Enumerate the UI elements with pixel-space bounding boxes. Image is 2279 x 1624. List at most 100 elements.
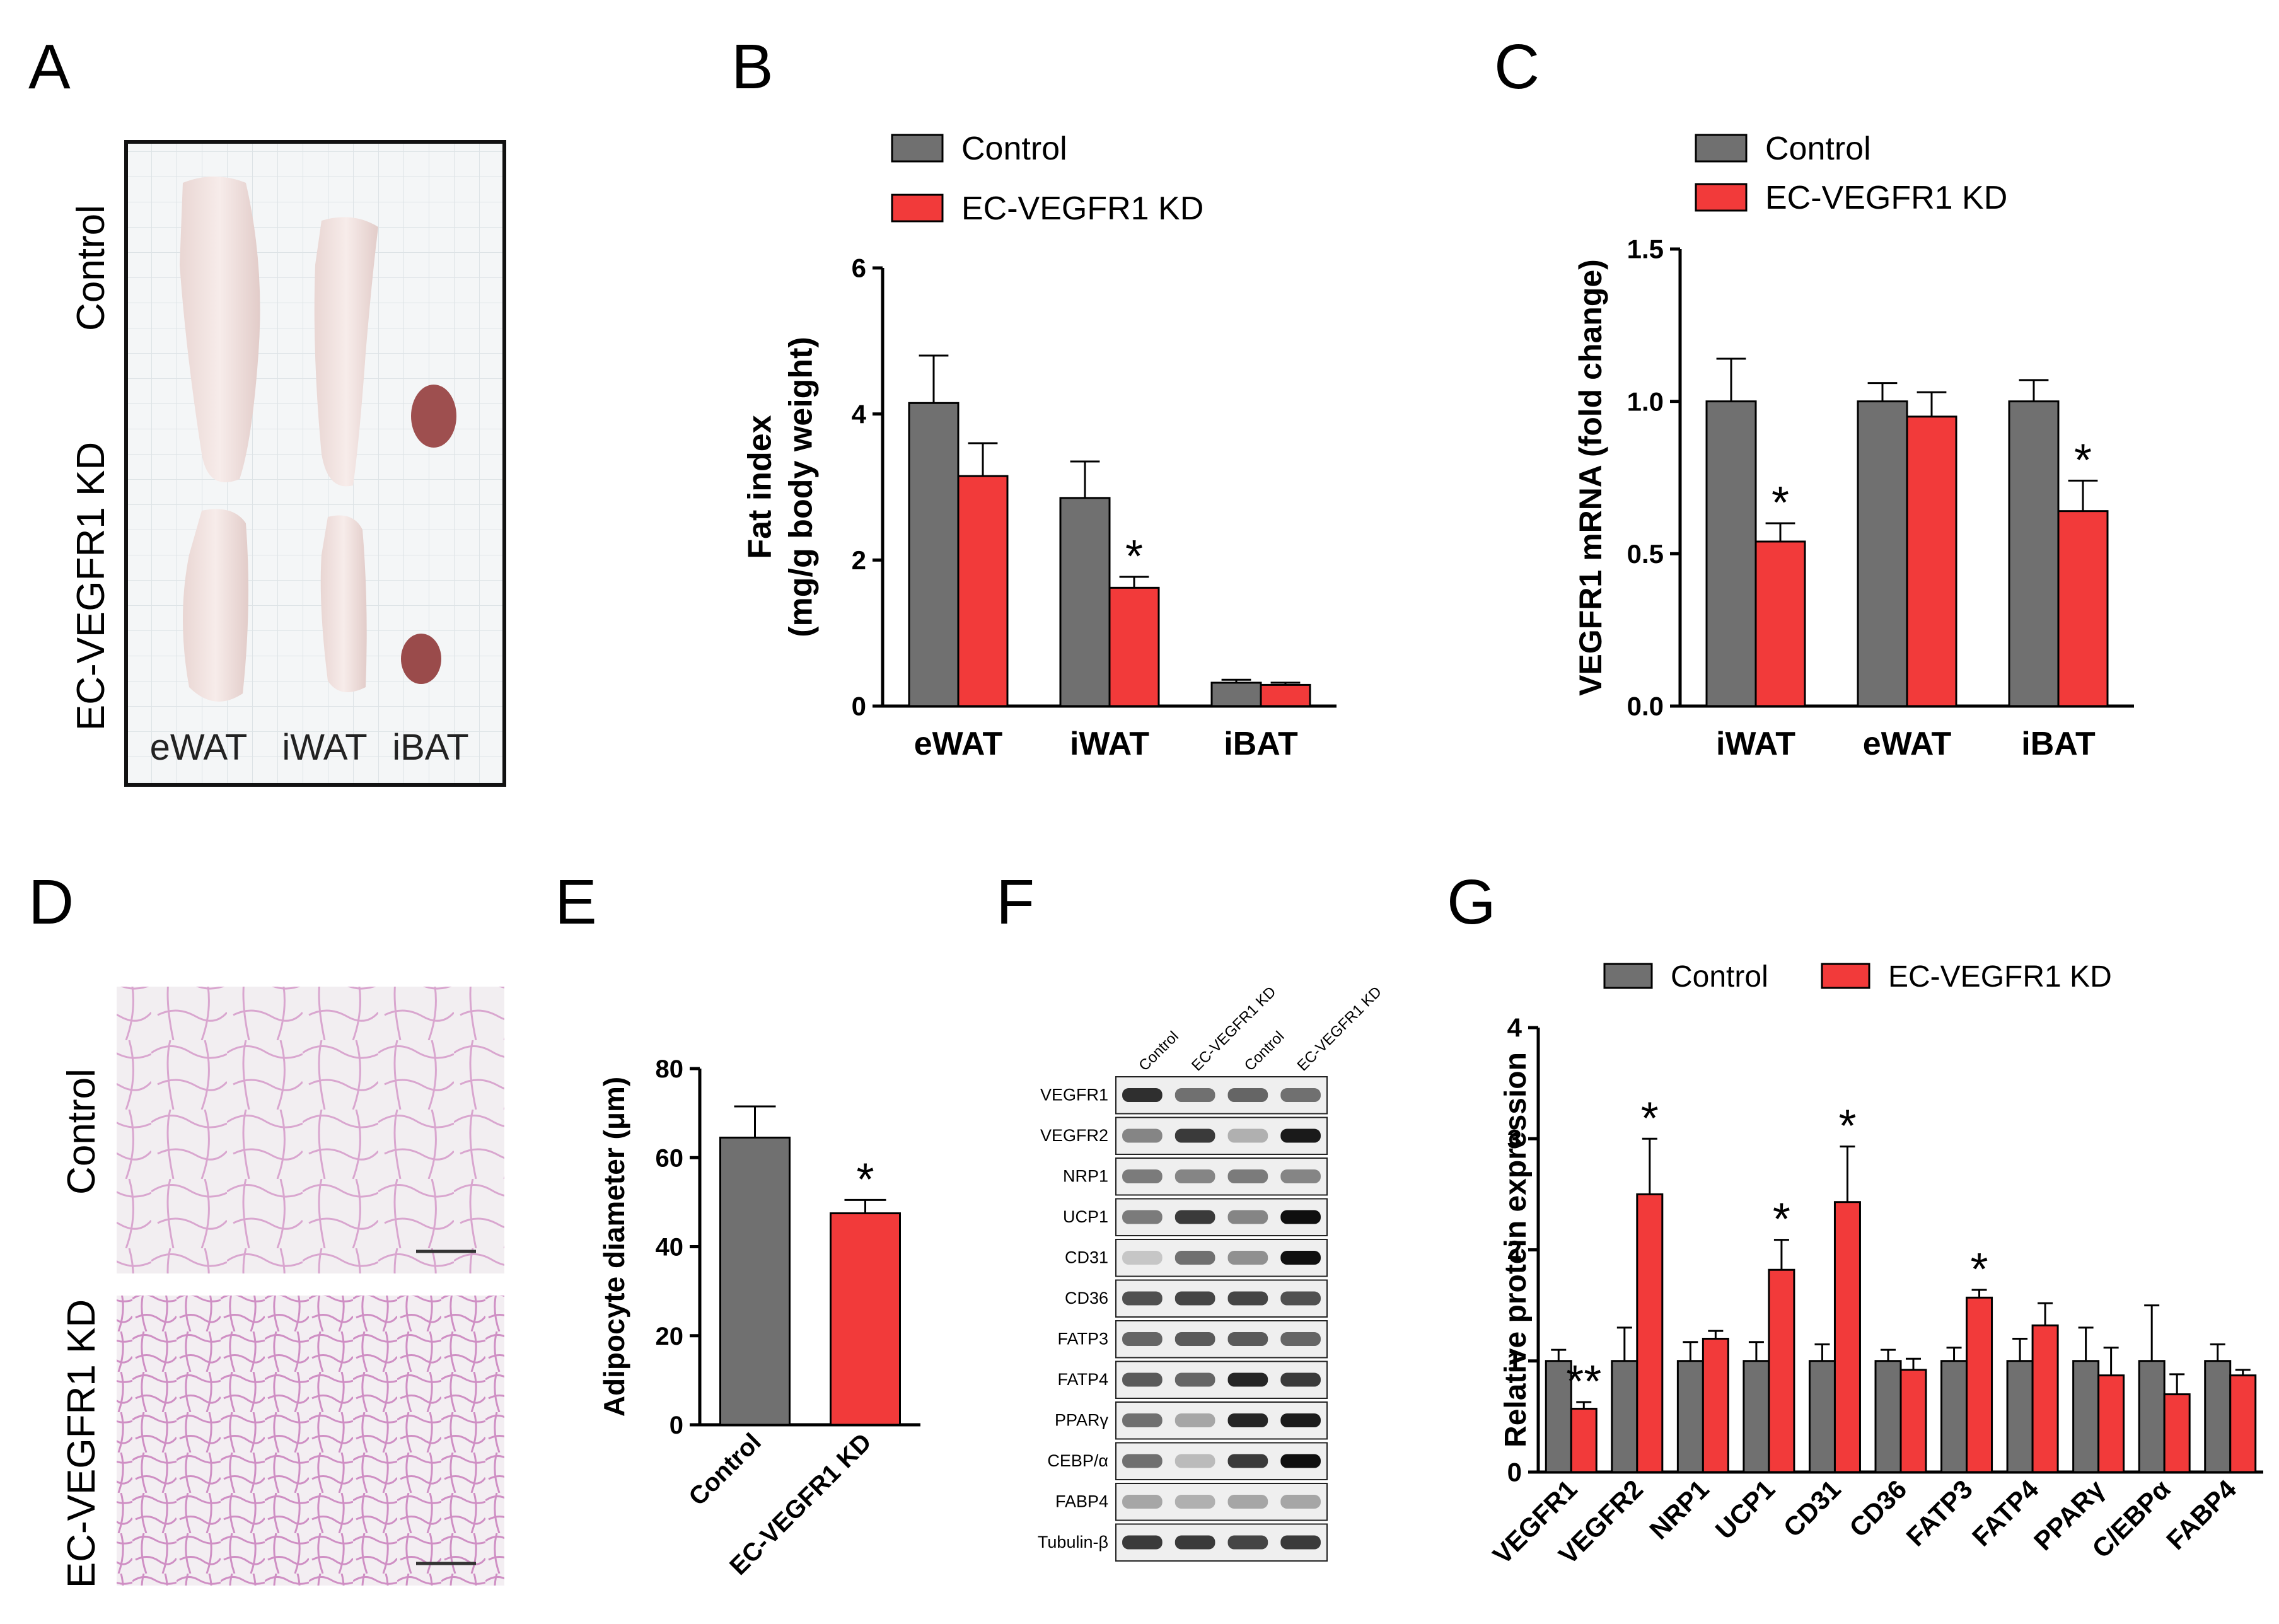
bar — [2138, 1360, 2166, 1473]
y-tick-label: 40 — [656, 1234, 684, 1262]
blot-protein-label: FATP3 — [1057, 1329, 1108, 1348]
bar — [2229, 1374, 2257, 1473]
tissue-ibat-control — [411, 385, 456, 448]
blot-protein-label: FATP4 — [1057, 1370, 1108, 1389]
x-tick-label: FABP4 — [2160, 1474, 2242, 1555]
bar — [1768, 1268, 1795, 1473]
y-tick-label: 0.0 — [1627, 692, 1664, 721]
blot-band — [1227, 1088, 1268, 1102]
bar — [1899, 1369, 1927, 1473]
y-tick-label: 20 — [656, 1323, 684, 1350]
x-tick-label: iBAT — [2021, 726, 2096, 762]
x-tick-label: iBAT — [1224, 726, 1298, 762]
blot-protein-label: CD36 — [1065, 1289, 1108, 1308]
blot-band — [1122, 1128, 1163, 1143]
bar — [2057, 510, 2109, 707]
x-tick-label: eWAT — [914, 726, 1003, 762]
significance-marker: * — [856, 1154, 874, 1205]
y-tick-label: 4 — [852, 399, 867, 429]
blot-band — [1227, 1210, 1268, 1224]
histology-kd — [117, 1296, 504, 1586]
blot-band — [1280, 1535, 1321, 1550]
blot-band — [1280, 1251, 1321, 1265]
blot-band — [1227, 1413, 1268, 1427]
x-tick-label: Control — [683, 1428, 767, 1511]
y-tick-label: 80 — [656, 1055, 684, 1083]
blot-band — [1174, 1372, 1215, 1387]
bar — [1611, 1360, 1638, 1473]
panel-letter-g: G — [1447, 867, 1496, 937]
legend-label: EC-VEGFR1 KD — [961, 190, 1203, 227]
blot-band — [1122, 1372, 1163, 1387]
blot-protein-label: PPARγ — [1055, 1410, 1109, 1429]
blot-lane-label: Control — [1135, 1028, 1182, 1074]
bar — [1743, 1360, 1770, 1473]
legend-swatch — [1695, 134, 1748, 163]
y-tick-label: 0 — [1507, 1458, 1522, 1487]
panel-letter-a: A — [28, 32, 71, 102]
x-tick-label: CD31 — [1778, 1474, 1847, 1543]
bar — [2031, 1324, 2059, 1473]
blot-band — [1280, 1495, 1321, 1509]
tissue-iwat-kd — [320, 515, 367, 692]
y-tick-label: 0.5 — [1627, 539, 1664, 569]
x-tick-label: NRP1 — [1644, 1474, 1714, 1545]
significance-marker: ** — [1566, 1357, 1601, 1407]
blot-band — [1227, 1495, 1268, 1509]
blot-band — [1174, 1495, 1215, 1509]
y-tick-label: 0 — [670, 1412, 683, 1439]
legend-swatch — [1695, 183, 1748, 212]
y-axis-label: Relative protein expression — [1499, 1052, 1533, 1447]
blot-lane-label: Control — [1241, 1028, 1288, 1074]
x-tick-label: UCP1 — [1710, 1474, 1780, 1545]
bar — [1857, 400, 1908, 707]
blot-band — [1280, 1454, 1321, 1468]
blot-band — [1122, 1332, 1163, 1346]
blot-band — [1227, 1332, 1268, 1346]
blot-band — [1122, 1210, 1163, 1224]
bar — [1108, 586, 1160, 707]
tissue-ewat-control — [180, 177, 260, 482]
legend-label: Control — [1671, 960, 1768, 994]
y-axis-label: (mg/g body weight) — [783, 337, 820, 637]
bar — [957, 475, 1009, 707]
bar — [1702, 1338, 1729, 1473]
tissue-ewat-kd — [183, 509, 248, 702]
y-tick-label: 1 — [1507, 1346, 1522, 1376]
bar — [1966, 1296, 1993, 1473]
blot-band — [1122, 1088, 1163, 1102]
significance-marker: * — [1838, 1101, 1856, 1152]
y-axis-label: VEGFR1 mRNA (fold change) — [1573, 259, 1608, 696]
blot-band — [1122, 1413, 1163, 1427]
blot-band — [1280, 1372, 1321, 1387]
bar — [2072, 1360, 2100, 1473]
legend-label: EC-VEGFR1 KD — [1765, 180, 2007, 216]
y-tick-label: 1.5 — [1627, 235, 1664, 264]
blot-band — [1122, 1291, 1163, 1306]
blot-band — [1227, 1372, 1268, 1387]
tissue-ibat-kd — [401, 634, 441, 684]
bar — [1636, 1193, 1664, 1473]
blot-band — [1280, 1088, 1321, 1102]
blot-protein-label: NRP1 — [1063, 1166, 1108, 1185]
significance-marker: * — [1773, 1195, 1790, 1245]
blot-band — [1174, 1291, 1215, 1306]
blot-band — [1174, 1251, 1215, 1265]
panel-a-tissue-label-iwat: iWAT — [282, 727, 367, 768]
bar — [908, 402, 960, 707]
blot-band — [1174, 1535, 1215, 1550]
bar — [2097, 1374, 2125, 1473]
blot-band — [1174, 1169, 1215, 1183]
bar — [1833, 1201, 1861, 1473]
y-tick-label: 1.0 — [1627, 386, 1664, 416]
bar — [2008, 400, 2060, 707]
bar — [2204, 1360, 2232, 1473]
blot-band — [1174, 1128, 1215, 1143]
blot-protein-label: CEBP/α — [1047, 1451, 1108, 1470]
legend-label: EC-VEGFR1 KD — [1888, 960, 2112, 994]
bar — [1874, 1360, 1902, 1473]
y-tick-label: 0 — [852, 692, 866, 721]
blot-band — [1174, 1210, 1215, 1224]
